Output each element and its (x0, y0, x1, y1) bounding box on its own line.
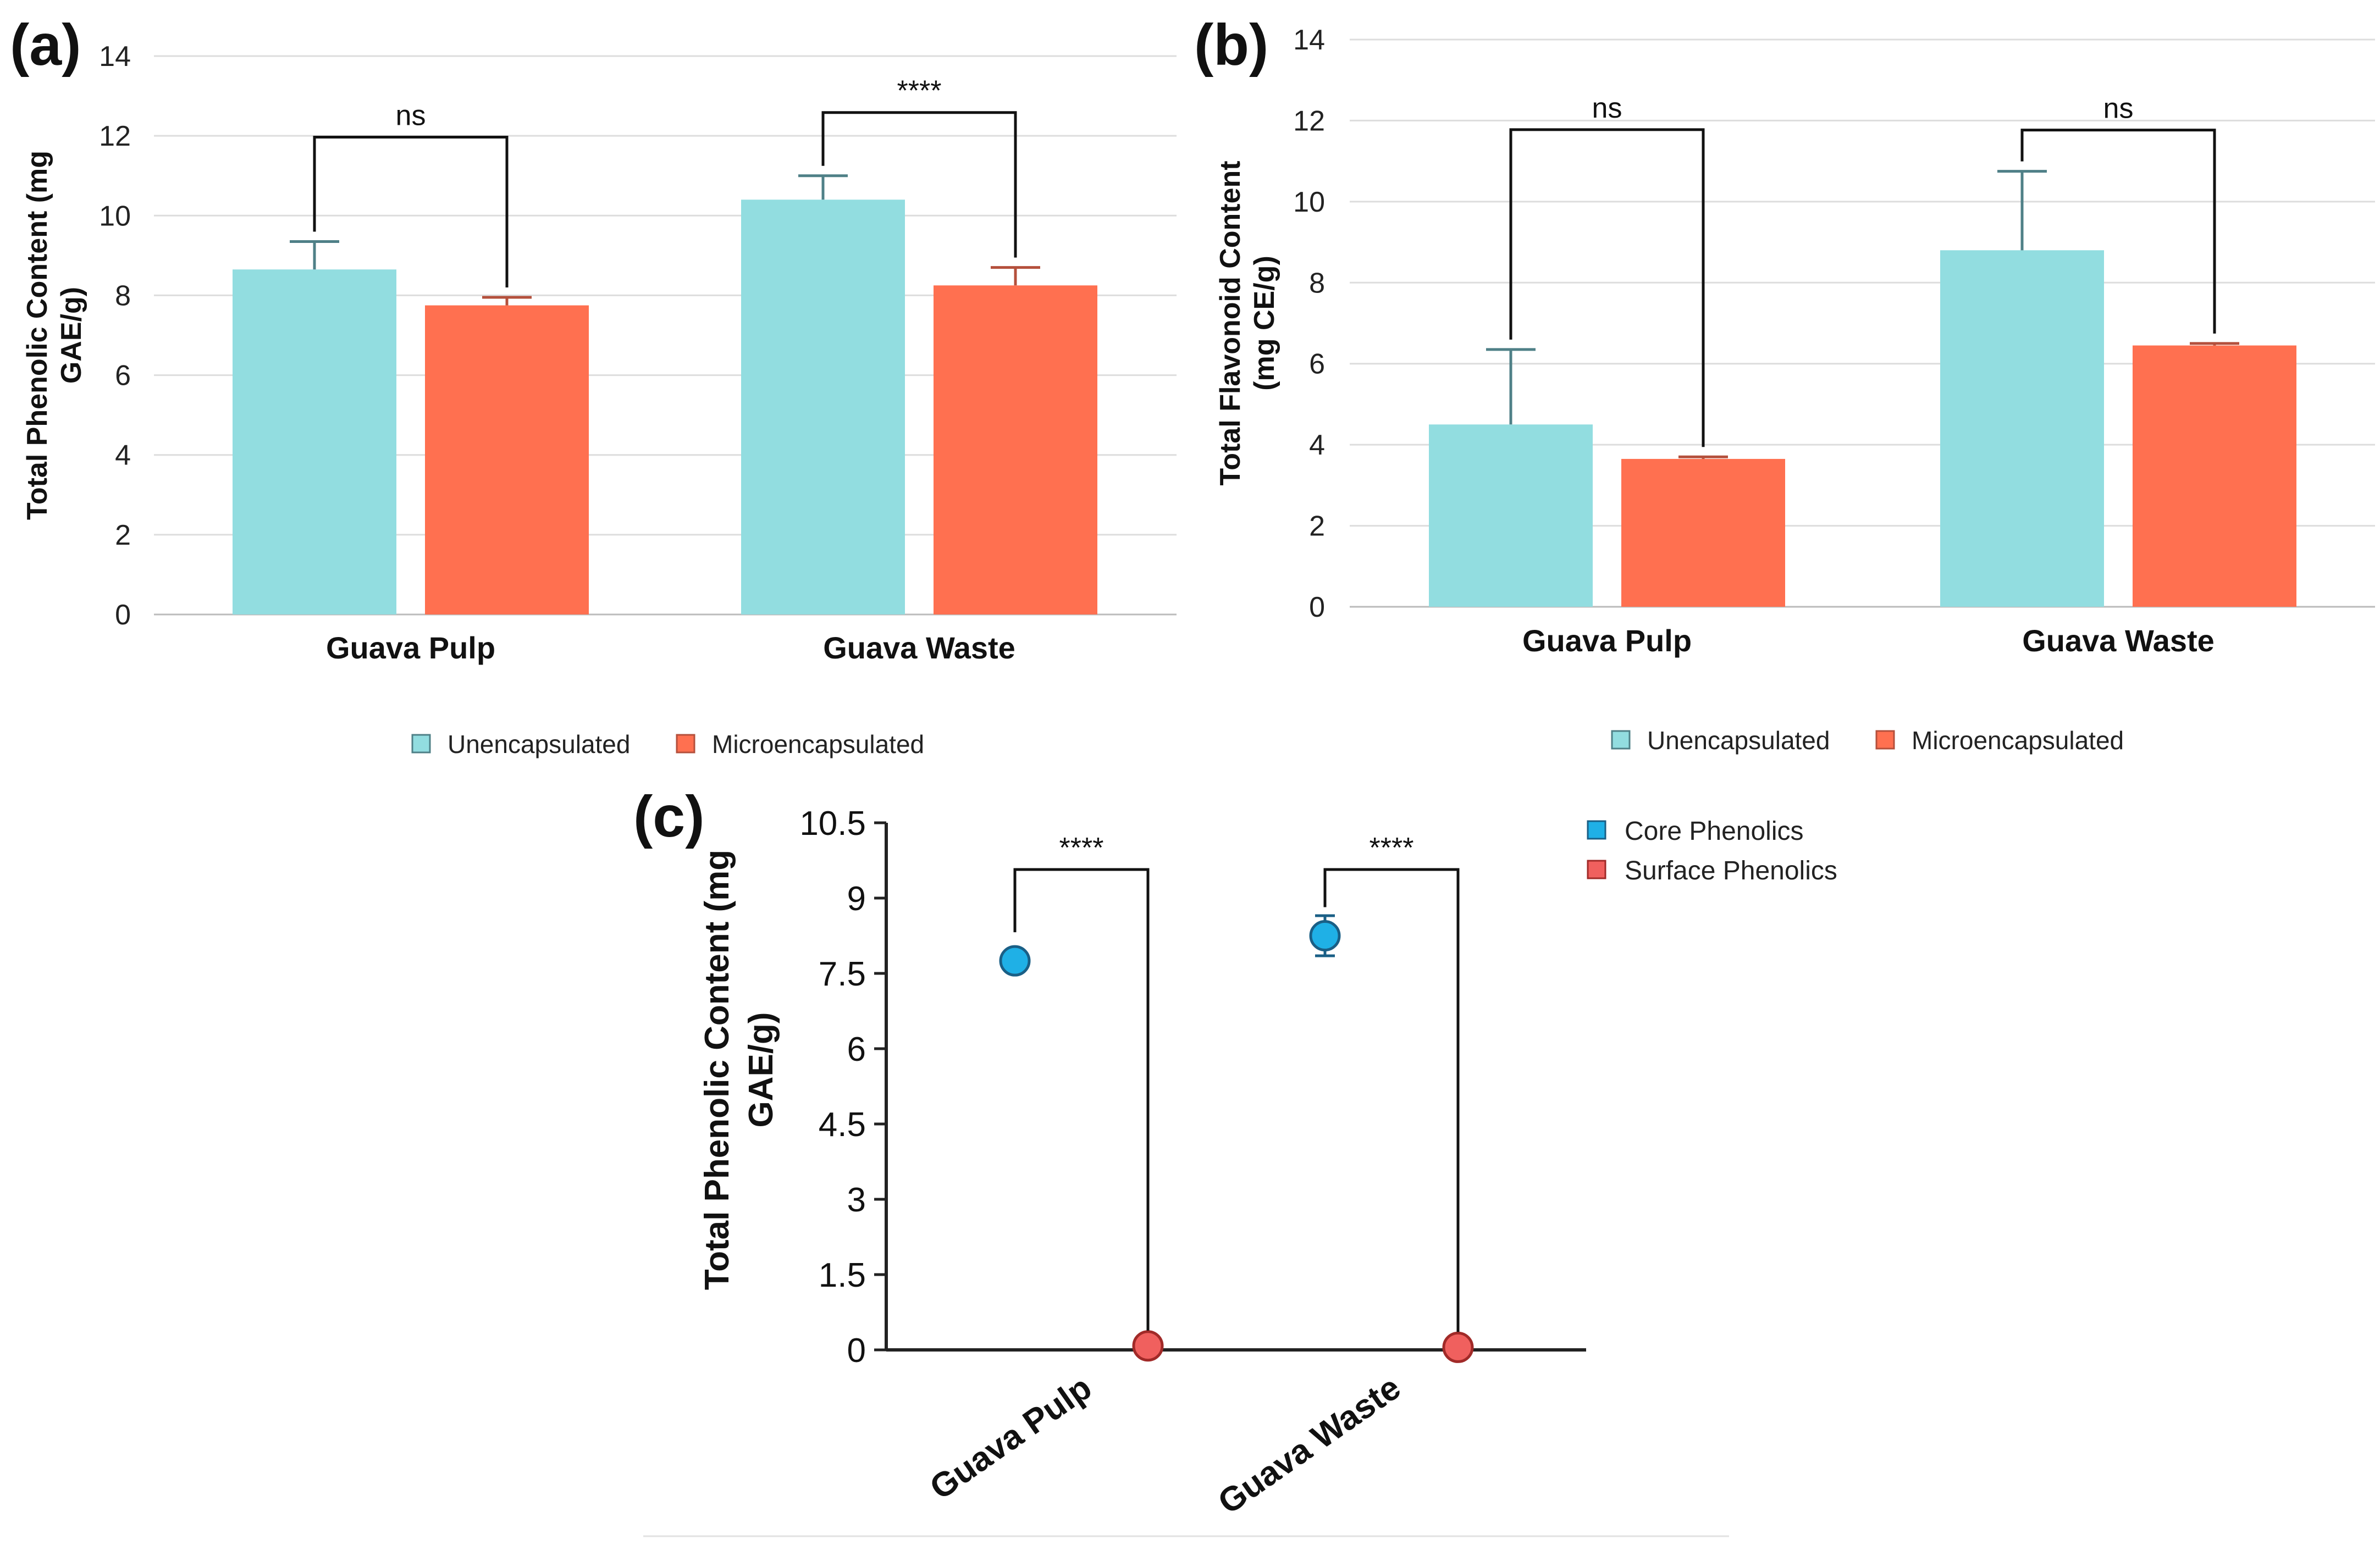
y-tick-label: 10.5 (799, 805, 866, 843)
y-tick-label: 3 (847, 1181, 866, 1219)
point-core-phenolics-guava-pulp (999, 945, 1031, 977)
y-tick-label: 4 (1309, 429, 1325, 461)
y-tick-label: 9 (847, 880, 866, 918)
legend-swatch (1875, 730, 1895, 750)
legend-swatch (1587, 820, 1606, 840)
legend-label: Unencapsulated (448, 730, 630, 758)
significance-bracket (313, 135, 509, 288)
y-tick-label: 4 (115, 440, 131, 472)
y-axis-label-line: (mg CE/g) (1249, 256, 1280, 391)
y-axis-label-line: GAE/g) (56, 287, 87, 384)
legend-label: Core Phenolics (1625, 817, 1804, 846)
significance-bracket (2020, 129, 2216, 334)
legend-label: Unencapsulated (1647, 726, 1830, 755)
y-tick-label: 4.5 (819, 1106, 866, 1144)
x-category-label: Guava Pulp (923, 1369, 1098, 1507)
y-axis-label-line: Total Phenolic Content (mg (21, 151, 53, 520)
point-surface-phenolics-guava-waste (1442, 1331, 1474, 1363)
legend-label: Microencapsulated (1912, 726, 2124, 755)
point-surface-phenolics-guava-pulp (1132, 1330, 1164, 1362)
bar-unencapsulated-guava-waste (1940, 250, 2104, 607)
bar-unencapsulated-guava-waste (741, 200, 905, 614)
significance-bracket (1509, 128, 1705, 447)
x-category-label: Guava Pulp (326, 630, 495, 665)
x-category-label: Guava Pulp (1522, 623, 1692, 658)
y-tick-label: 8 (115, 280, 131, 312)
x-category-label: Guava Waste (823, 630, 1015, 665)
y-axis-label: Total Flavonoid Content(mg CE/g) (1214, 160, 1280, 485)
bar-microencapsulated-guava-waste (2133, 345, 2296, 607)
y-tick-label: 0 (115, 599, 131, 631)
significance-label: **** (1370, 832, 1414, 864)
legend-swatch (1611, 730, 1631, 750)
y-tick-label: 8 (1309, 267, 1325, 299)
y-tick-label: 7.5 (819, 955, 866, 993)
y-tick-label: 10 (99, 200, 131, 232)
significance-bracket (1013, 868, 1150, 1331)
panel-label: (c) (633, 784, 705, 849)
significance-label: ns (1592, 92, 1622, 124)
panel-label: (b) (1194, 13, 1268, 77)
y-tick-label: 6 (1309, 348, 1325, 380)
legend-swatch (1587, 860, 1606, 879)
significance-label: ns (396, 99, 426, 131)
significance-label: **** (1059, 832, 1104, 864)
significance-bracket (821, 111, 1017, 258)
panel-b: (b) 0 2 4 6 8 10 12 14 Total Flavonoid Content(mg… (1194, 13, 2375, 755)
y-tick-label: 6 (847, 1031, 866, 1068)
y-axis-label-line: Total Phenolic Content (mg (698, 850, 736, 1290)
panel-c: (c) 0 1.5 3 4.5 6 7.5 9 10.5 Total Phenolic Conte… (633, 784, 1837, 1537)
bar-unencapsulated-guava-pulp (233, 269, 396, 614)
y-tick-label: 14 (1293, 24, 1325, 56)
x-category-label: Guava Waste (2022, 623, 2215, 658)
legend-label: Surface Phenolics (1625, 856, 1837, 885)
bar-microencapsulated-guava-pulp (1621, 458, 1785, 607)
y-tick-label: 0 (1309, 591, 1325, 623)
legend-swatch (676, 734, 695, 754)
bar-microencapsulated-guava-pulp (425, 305, 589, 614)
y-tick-label: 2 (1309, 511, 1325, 542)
x-category-label: Guava Waste (1211, 1369, 1407, 1522)
panel-a: (a) 0 2 4 6 8 10 12 14 Total Phenolic Content (mg… (10, 13, 1177, 758)
y-tick-label: 2 (115, 519, 131, 551)
y-axis-label-line: GAE/g) (742, 1012, 780, 1127)
legend-swatch (411, 734, 431, 754)
panel-label: (a) (10, 13, 81, 77)
significance-bracket (1323, 868, 1460, 1332)
legend-label: Microencapsulated (712, 730, 924, 758)
y-tick-label: 12 (1293, 105, 1325, 137)
point-core-phenolics-guava-waste (1309, 920, 1341, 951)
y-tick-label: 14 (99, 41, 131, 73)
significance-label: **** (897, 75, 942, 107)
y-tick-label: 12 (99, 120, 131, 152)
significance-label: ns (2103, 93, 2134, 125)
y-tick-label: 6 (115, 360, 131, 392)
y-tick-label: 1.5 (819, 1256, 866, 1294)
y-tick-label: 10 (1293, 186, 1325, 218)
y-axis-label: Total Phenolic Content (mgGAE/g) (21, 151, 87, 520)
bar-unencapsulated-guava-pulp (1429, 424, 1593, 607)
y-tick-label: 0 (847, 1332, 866, 1370)
y-axis-label-line: Total Flavonoid Content (1214, 160, 1246, 485)
bar-microencapsulated-guava-waste (934, 285, 1097, 614)
